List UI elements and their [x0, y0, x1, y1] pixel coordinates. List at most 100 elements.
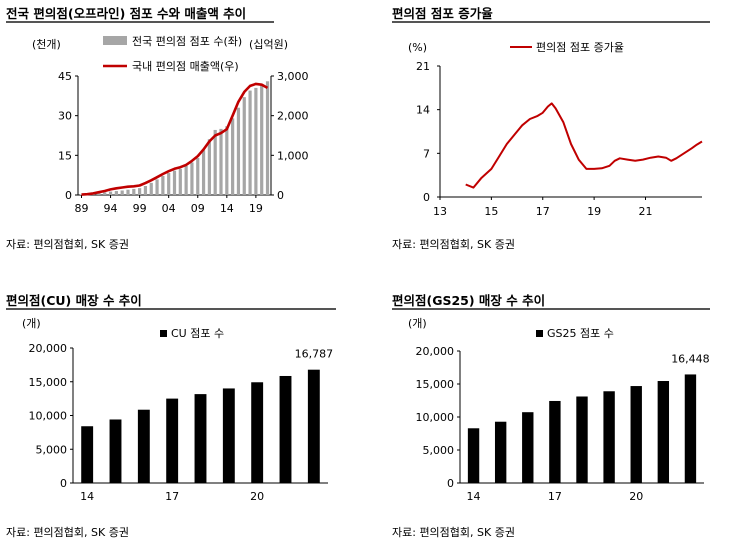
x-tick-label: 94: [104, 202, 118, 215]
left-y-tick-label: 15: [58, 149, 72, 162]
store-count-bar: [126, 189, 130, 195]
left-y-tick-label: 0: [65, 189, 72, 202]
legend-swatch: [160, 330, 167, 337]
x-tick-label: 17: [548, 490, 562, 503]
gs25-stores-chart: (개) 0 5,000 10,000 15,000 20,000 14 17 20 16,448 G…: [408, 317, 710, 503]
store-count-bar: [254, 87, 258, 195]
store-count-bar: [603, 391, 615, 483]
growth-rate-line: [465, 102, 703, 189]
store-count-bar: [79, 194, 84, 195]
legend-swatch: [536, 330, 543, 337]
store-count-bar: [236, 107, 241, 195]
source-note: 자료: 편의점협회, SK 증권: [6, 526, 129, 539]
source-note: 자료: 편의점협회, SK 증권: [392, 526, 515, 539]
store-count-bar: [114, 191, 118, 195]
left-y-tick-label: 45: [58, 70, 72, 83]
sales-line: [81, 82, 269, 196]
source-note: 자료: 편의점협회, SK 증권: [392, 238, 515, 251]
right-y-tick-label: 1,000: [277, 149, 309, 162]
title-underline: [392, 21, 710, 23]
last-value-annotation: 16,787: [295, 348, 334, 361]
store-count-bar: [576, 396, 588, 483]
store-count-bar: [196, 157, 200, 195]
panel-cu-stores: 편의점(CU) 매장 수 추이 (개) 0 5,000 10,000 15,000 20,…: [6, 287, 366, 546]
x-tick-label: 13: [433, 205, 447, 218]
store-count-bar: [155, 179, 159, 195]
last-value-annotation: 16,448: [671, 352, 710, 365]
x-tick-label: 99: [133, 202, 147, 215]
legend-swatch-bar: [103, 36, 127, 45]
x-tick-label: 20: [629, 490, 643, 503]
store-count-bar: [103, 192, 107, 195]
store-count-bar: [231, 118, 235, 195]
x-tick-label: 14: [80, 490, 94, 503]
y-tick-label: 0: [447, 477, 454, 490]
store-count-bar: [120, 190, 124, 195]
title-underline: [392, 308, 710, 310]
y-tick-label: 0: [60, 477, 67, 490]
store-count-bar: [184, 165, 188, 195]
right-y-tick-label: 0: [277, 189, 284, 202]
legend-label: GS25 점포 수: [547, 327, 614, 340]
x-tick-label: 89: [74, 202, 88, 215]
panel-store-count-sales: 전국 편의점(오프라인) 점포 수와 매출액 추이 (천개) (십억원) 0 15 30…: [6, 0, 309, 260]
title-underline: [6, 21, 274, 23]
store-count-bar: [265, 81, 270, 195]
store-count-bar: [81, 426, 94, 483]
store-count-bar: [251, 382, 264, 483]
store-count-bar: [242, 97, 246, 195]
store-count-bar: [132, 188, 136, 195]
store-count-bar: [222, 388, 235, 483]
store-count-bar: [213, 129, 217, 195]
store-count-bar: [467, 428, 480, 483]
right-y-tick-label: 2,000: [277, 110, 309, 123]
store-count-bar: [549, 400, 561, 483]
y-tick-label: 15,000: [29, 376, 68, 389]
y-axis-unit: (%): [408, 41, 427, 54]
store-count-bar: [161, 175, 165, 195]
legend-label-line: 국내 편의점 매출액(우): [132, 60, 239, 73]
y-tick-label: 5,000: [36, 443, 68, 456]
x-tick-label: 14: [220, 202, 234, 215]
y-tick-label: 15,000: [416, 378, 455, 391]
store-count-bar: [97, 192, 101, 195]
left-y-tick-label: 30: [58, 110, 72, 123]
store-count-bar: [207, 139, 211, 195]
store-count-sales-chart: (천개) (십억원) 0 15 30 45 0 1,000 2,000 3,000 89 94 99 04…: [32, 35, 309, 215]
store-count-bar: [172, 170, 177, 195]
left-axis-unit: (천개): [32, 37, 61, 51]
y-tick-label: 10,000: [29, 410, 68, 423]
y-tick-label: 7: [423, 147, 430, 160]
x-tick-label: 09: [191, 202, 205, 215]
panel-title: 전국 편의점(오프라인) 점포 수와 매출액 추이: [6, 6, 247, 21]
store-count-bar: [630, 386, 642, 483]
store-count-bar: [166, 398, 179, 483]
store-count-bar: [494, 421, 507, 483]
y-tick-label: 20,000: [416, 345, 455, 358]
y-tick-label: 5,000: [423, 444, 455, 457]
store-count-bar: [138, 188, 142, 195]
y-axis-unit: (개): [408, 317, 427, 330]
x-tick-label: 15: [484, 205, 498, 218]
panel-gs25-stores: 편의점(GS25) 매장 수 추이 (개) 0 5,000 10,000 15,000 2…: [392, 287, 728, 546]
legend-label: 편의점 점포 증가율: [536, 41, 624, 54]
x-tick-label: 19: [587, 205, 601, 218]
store-count-bar: [137, 409, 150, 483]
x-tick-label: 19: [249, 202, 263, 215]
legend-label: CU 점포 수: [171, 327, 224, 340]
store-count-bar: [684, 374, 697, 483]
store-count-bar: [190, 162, 194, 195]
store-count-bar: [260, 83, 264, 195]
y-tick-label: 21: [416, 60, 430, 73]
y-tick-label: 14: [416, 104, 430, 117]
panel-title: 편의점(GS25) 매장 수 추이: [392, 293, 546, 308]
store-count-bar: [219, 128, 223, 195]
source-note: 자료: 편의점협회, SK 증권: [6, 238, 129, 251]
x-tick-label: 20: [250, 490, 264, 503]
store-count-bar: [149, 182, 153, 195]
store-count-bar: [167, 173, 171, 195]
x-tick-label: 04: [162, 202, 176, 215]
y-tick-label: 0: [423, 191, 430, 204]
x-tick-label: 14: [467, 490, 481, 503]
store-count-bar: [194, 394, 207, 483]
